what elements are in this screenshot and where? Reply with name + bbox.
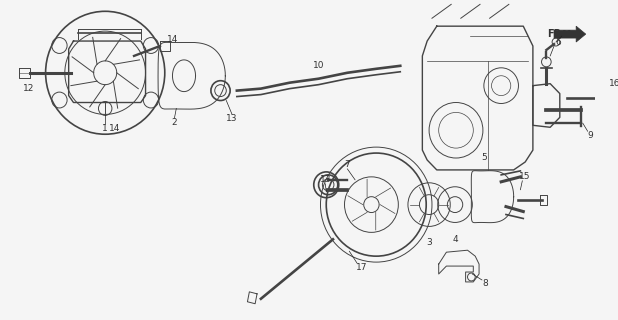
Text: 1: 1 bbox=[103, 124, 108, 133]
Text: 4: 4 bbox=[452, 235, 458, 244]
Polygon shape bbox=[554, 26, 586, 42]
Text: 14: 14 bbox=[109, 124, 121, 133]
Text: 13: 13 bbox=[226, 114, 238, 123]
Text: 3: 3 bbox=[426, 238, 432, 247]
Text: 6: 6 bbox=[555, 37, 561, 46]
Text: 14: 14 bbox=[167, 35, 178, 44]
Text: 9: 9 bbox=[588, 131, 593, 140]
Text: 16: 16 bbox=[609, 79, 618, 88]
Text: 10: 10 bbox=[313, 61, 324, 70]
Text: 13: 13 bbox=[320, 175, 331, 184]
Text: 17: 17 bbox=[356, 263, 368, 272]
Text: FR.: FR. bbox=[548, 29, 565, 39]
Text: 15: 15 bbox=[520, 172, 531, 181]
Text: 5: 5 bbox=[481, 153, 487, 162]
Text: 11: 11 bbox=[562, 30, 574, 39]
Text: 7: 7 bbox=[344, 160, 350, 170]
Text: 2: 2 bbox=[172, 118, 177, 127]
Text: 12: 12 bbox=[23, 84, 34, 93]
Text: 8: 8 bbox=[482, 279, 488, 288]
